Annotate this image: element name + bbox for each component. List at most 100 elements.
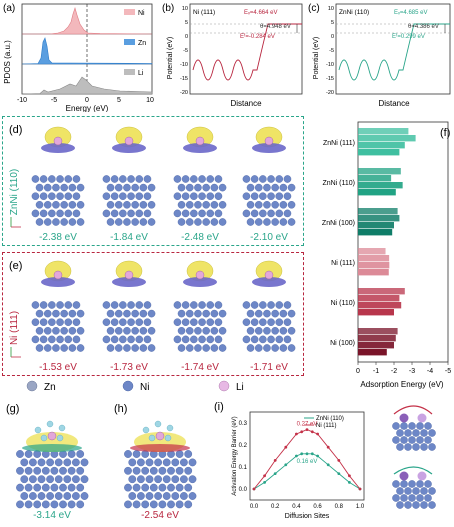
ni-atom bbox=[54, 458, 63, 467]
ni-atom bbox=[102, 175, 111, 183]
ni-atom bbox=[396, 429, 404, 437]
ni-atom bbox=[194, 201, 202, 209]
ni-atom bbox=[46, 492, 54, 500]
ni-atom bbox=[246, 327, 255, 335]
ni-atom bbox=[67, 483, 76, 492]
category-label: ZnNi (111) bbox=[323, 140, 355, 147]
ni-atom bbox=[64, 192, 73, 200]
ni-atom bbox=[67, 466, 76, 475]
ni-atom bbox=[254, 327, 263, 335]
ni-atom bbox=[254, 183, 263, 192]
ni-atom bbox=[31, 192, 40, 200]
li-atom bbox=[47, 431, 57, 441]
ni-atom bbox=[135, 192, 144, 200]
ni-atom bbox=[185, 327, 194, 335]
fermi-energy-b: Eᶠ=-0.284 eV bbox=[240, 33, 275, 40]
ni-atom bbox=[149, 500, 158, 509]
ni-atom-icon bbox=[122, 380, 134, 392]
adsorption-bar bbox=[358, 302, 402, 309]
ni-atom bbox=[141, 483, 150, 492]
ni-atom bbox=[50, 466, 59, 475]
ni-atom bbox=[162, 492, 171, 500]
ni-atom bbox=[400, 480, 408, 488]
bar-xlabel: Adsorption Energy (eV) bbox=[360, 380, 443, 389]
ni-atom bbox=[106, 218, 115, 226]
ni-atom bbox=[80, 458, 89, 467]
ni-atom bbox=[119, 301, 127, 309]
ni-atom bbox=[56, 175, 64, 183]
ytick: -15 bbox=[180, 76, 188, 82]
ni-atom bbox=[279, 327, 288, 335]
ni-atom bbox=[206, 192, 215, 200]
category-label: ZnNi (100) bbox=[322, 220, 355, 227]
ytick: -5 bbox=[183, 48, 188, 54]
ni-atom bbox=[267, 192, 275, 200]
ni-atom bbox=[143, 209, 152, 218]
ni-atom bbox=[147, 201, 156, 209]
ni-pdos-curve bbox=[22, 6, 153, 35]
ni-atom bbox=[127, 318, 135, 326]
molecule-atom bbox=[142, 426, 150, 434]
adsorption-bar bbox=[358, 262, 390, 269]
ni-atom bbox=[131, 218, 139, 226]
ni-atom bbox=[114, 201, 123, 209]
ytick-label: 0.3 bbox=[239, 421, 248, 427]
ni-atom bbox=[114, 344, 123, 352]
potential-frame-c bbox=[335, 3, 451, 95]
xtick-label: 0.6 bbox=[313, 504, 322, 510]
ni-atom bbox=[250, 209, 259, 218]
ni-atom bbox=[48, 301, 56, 309]
li-atom bbox=[264, 270, 274, 280]
ni-atom bbox=[76, 483, 85, 492]
pdos-xtick: 0 bbox=[85, 97, 89, 104]
ni-atom bbox=[128, 475, 137, 484]
ni-atom bbox=[35, 309, 44, 318]
adsorption-bar bbox=[358, 328, 398, 335]
barrier-point bbox=[337, 472, 341, 475]
barrier-yticks: 0.3 0.2 0.1 0.0 bbox=[239, 421, 248, 493]
atom-legend-svg: Zn Ni Li bbox=[26, 380, 244, 393]
molecule-atom bbox=[46, 420, 54, 428]
ni-atom bbox=[392, 436, 400, 444]
li-atom bbox=[53, 270, 63, 280]
ni-atom bbox=[184, 466, 193, 475]
charge-lobe-blue bbox=[112, 277, 146, 287]
ni-atom bbox=[279, 218, 288, 226]
xtick-label: 0 bbox=[356, 368, 360, 375]
ni-atom bbox=[259, 335, 267, 344]
barrier-point bbox=[252, 487, 256, 491]
ni-atom bbox=[60, 344, 68, 352]
adsorption-bar bbox=[358, 229, 393, 236]
ni-atom bbox=[287, 183, 296, 192]
ni-atom bbox=[194, 218, 202, 226]
ni-atom bbox=[279, 309, 288, 318]
ni-atom bbox=[56, 318, 64, 326]
ni-atom bbox=[123, 201, 131, 209]
ni-atom bbox=[263, 183, 271, 192]
ni-atom bbox=[68, 327, 77, 335]
ni-atom bbox=[267, 175, 275, 183]
ni-atom bbox=[206, 301, 215, 309]
molecule-atom bbox=[154, 420, 162, 428]
ni-atom bbox=[48, 192, 56, 200]
ni-atom bbox=[214, 192, 223, 200]
potential-xlabel-c: Distance bbox=[378, 99, 410, 108]
surface-title-b: Ni (111) bbox=[193, 9, 215, 16]
zn-pdos-curve bbox=[21, 37, 153, 65]
ni-atom bbox=[16, 450, 24, 458]
ni-atom bbox=[185, 183, 194, 192]
ni-atom bbox=[147, 309, 156, 318]
ni-atom bbox=[139, 344, 148, 352]
xtick-label: -1 bbox=[373, 368, 379, 375]
ni-atom bbox=[64, 301, 73, 309]
ni-atom bbox=[64, 209, 73, 218]
bar-xticks: 0 -1 -2 -3 -4 -5 bbox=[356, 362, 451, 375]
ni-atom bbox=[67, 450, 76, 458]
ytick: 10 bbox=[328, 6, 334, 12]
diffusion-arrow-icon-top bbox=[393, 405, 433, 415]
panel-label-b: (b) bbox=[162, 3, 174, 14]
ni-atom bbox=[424, 480, 432, 488]
panel-c: (c) Potential (eV) 10 5 0 -5 -10 -15 -20… bbox=[306, 0, 454, 112]
ni-atom bbox=[64, 175, 73, 183]
ni-atom bbox=[287, 201, 296, 209]
